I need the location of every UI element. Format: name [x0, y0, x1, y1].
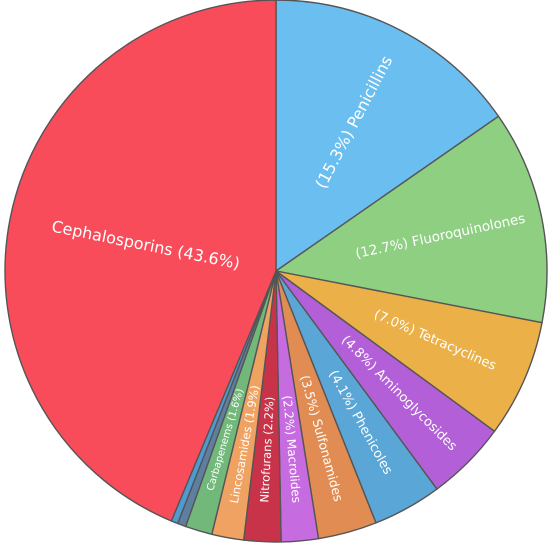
- label-nitrofurans-2-2: Nitrofurans (2.2%): [257, 396, 276, 503]
- slice-15-3-penicillins-0: [275, 0, 500, 272]
- slice-cephalosporins-43-6-12: [4, 0, 277, 522]
- slice-12-7-fluoroquinolones-1: [275, 115, 548, 324]
- pie-slices: [4, 0, 548, 543]
- slice-7-0-tetracyclines-2: [275, 270, 543, 432]
